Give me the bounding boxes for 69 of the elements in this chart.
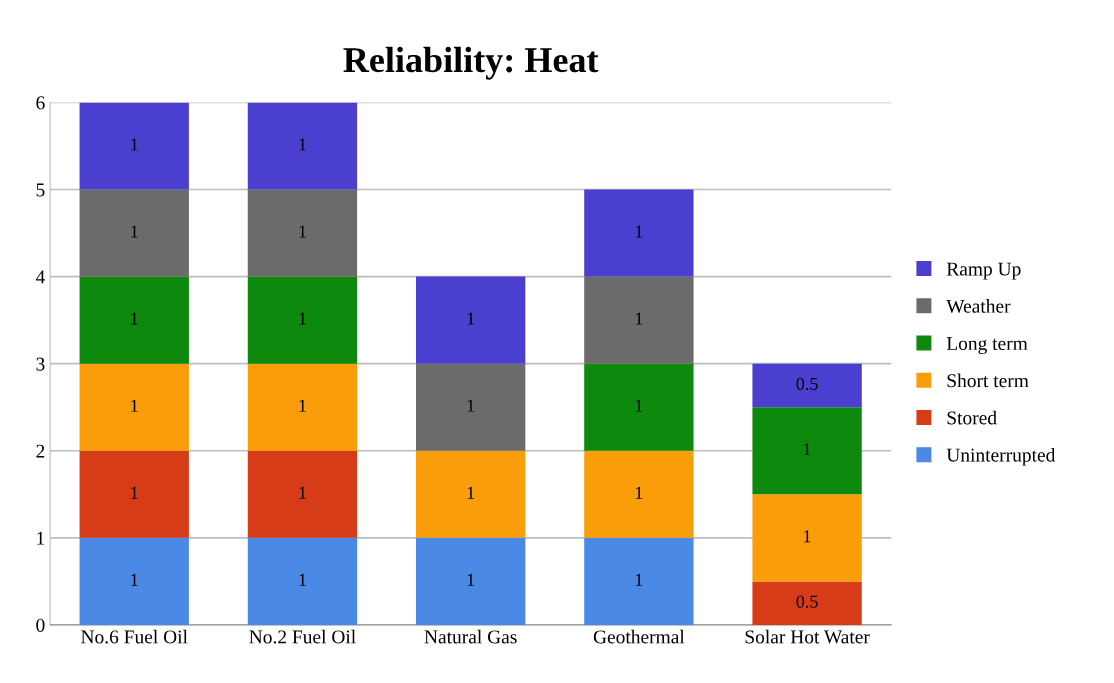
bar <box>752 407 862 495</box>
legend-label: Uninterrupted <box>946 447 1056 466</box>
legend-label: Long term <box>946 337 1028 354</box>
data-label: 1 <box>635 399 643 412</box>
legend-label: Stored <box>947 410 997 425</box>
data-label: 1 <box>299 399 306 412</box>
legend-label: Short term <box>947 373 1029 388</box>
bar <box>79 276 189 364</box>
data-label: 0.5 <box>796 377 818 391</box>
bar <box>752 494 862 582</box>
y-tick-label: 6 <box>36 96 45 110</box>
bar <box>416 450 526 538</box>
bar <box>584 450 694 538</box>
x-tick-label: No.6 Fuel Oil <box>81 629 188 644</box>
bar <box>416 276 526 364</box>
bar <box>584 537 694 625</box>
data-label: 1 <box>131 225 138 238</box>
bar <box>247 102 358 190</box>
data-label: 1 <box>635 486 643 499</box>
x-tick-label: Solar Hot Water <box>745 629 870 644</box>
data-label: 1 <box>299 486 306 499</box>
bar <box>247 363 358 451</box>
data-label: 1 <box>467 486 475 499</box>
data-label: 1 <box>299 312 306 325</box>
y-tick-label: 4 <box>35 270 45 284</box>
bar <box>247 537 358 625</box>
data-label: 1 <box>131 312 138 325</box>
x-tick-label: No.2 Fuel Oil <box>249 629 356 644</box>
chart-title: Reliability: Heat <box>343 46 599 80</box>
y-tick-label: 0 <box>36 618 45 632</box>
bar <box>247 189 358 277</box>
bar <box>584 276 694 364</box>
bar <box>752 581 862 625</box>
y-tick-label: 5 <box>36 183 45 197</box>
bar <box>247 276 358 364</box>
data-label: 1 <box>467 573 475 586</box>
y-tick-label: 3 <box>36 357 45 371</box>
data-label: 1 <box>467 312 475 325</box>
data-label: 1 <box>131 399 138 412</box>
data-label: 1 <box>804 443 811 456</box>
y-tick-label: 1 <box>37 531 45 545</box>
x-tick-label: Geothermal <box>593 629 685 644</box>
data-label: 1 <box>131 486 138 499</box>
y-tick-label: 2 <box>36 444 45 458</box>
bar <box>416 363 526 451</box>
legend-label: Ramp Up <box>946 262 1021 280</box>
data-label: 1 <box>131 573 138 586</box>
bar <box>752 363 862 408</box>
bar <box>79 102 189 190</box>
bar <box>247 450 358 538</box>
data-label: 1 <box>299 138 306 151</box>
data-label: 1 <box>299 225 306 238</box>
bar <box>79 450 189 538</box>
data-label: 1 <box>131 138 138 151</box>
bar <box>584 189 694 277</box>
data-label: 1 <box>467 399 475 412</box>
data-label: 1 <box>635 573 643 586</box>
legend-label: Weather <box>946 299 1011 313</box>
bar <box>416 537 526 625</box>
data-label: 0.5 <box>796 595 818 608</box>
bar <box>79 537 189 625</box>
bar <box>584 363 694 451</box>
bar <box>79 363 189 451</box>
x-tick-label: Natural Gas <box>424 629 517 644</box>
data-label: 1 <box>635 312 643 325</box>
data-label: 1 <box>635 225 643 238</box>
bar <box>79 189 189 277</box>
data-label: 1 <box>804 530 811 543</box>
data-label: 1 <box>299 573 306 586</box>
